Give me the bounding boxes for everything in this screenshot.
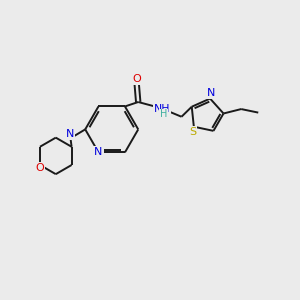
Text: N: N — [207, 88, 216, 98]
Text: H: H — [160, 110, 167, 119]
Text: N: N — [66, 129, 74, 139]
Text: NH: NH — [154, 103, 170, 113]
Text: S: S — [189, 127, 196, 137]
Text: O: O — [132, 74, 141, 84]
Text: O: O — [36, 163, 44, 173]
Text: N: N — [94, 147, 103, 157]
